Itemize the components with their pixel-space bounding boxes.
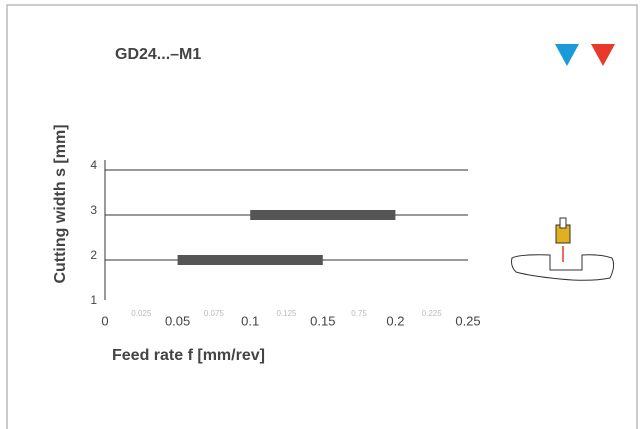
x-tick-label: 0 [101,313,108,328]
y-tick-label: 1 [90,293,97,307]
range-bar [250,210,396,220]
y-tick-label: 4 [90,158,97,172]
x-tick-label: 0.225 [422,309,443,318]
x-tick-label: 0.15 [310,313,335,328]
y-axis-label: Cutting width s [mm] [52,124,69,283]
x-tick-label: 0.075 [204,309,225,318]
x-tick-label: 0.025 [131,309,152,318]
x-tick-label: 0.125 [276,309,297,318]
x-tick-label: 0.05 [165,313,190,328]
x-tick-label: 0.1 [241,313,259,328]
x-tick-label: 0.75 [351,309,367,318]
y-tick-label: 2 [90,248,97,262]
frame [6,4,638,429]
x-tick-label: 0.25 [455,313,480,328]
blue-triangle-icon [555,44,579,66]
chart-title: GD24...–M1 [115,46,201,63]
red-triangle-icon [591,44,615,66]
tool-icon [511,217,615,281]
x-axis-label: Feed rate f [mm/rev] [112,347,265,364]
x-tick-label: 0.2 [386,313,404,328]
y-tick-label: 3 [90,203,97,217]
range-bar [177,255,323,265]
